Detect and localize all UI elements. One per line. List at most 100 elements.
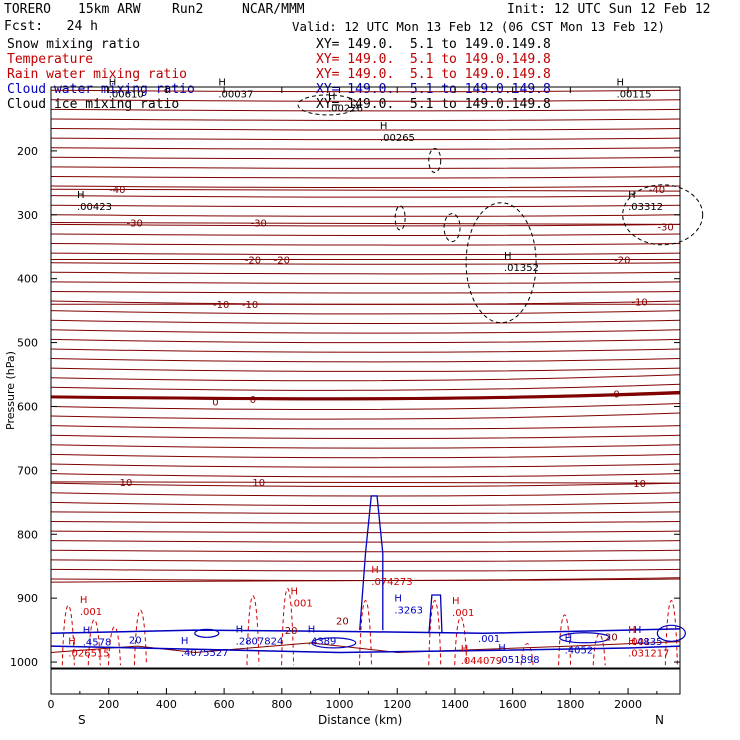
cloud-water-max-symbol: H <box>394 594 402 605</box>
cloud-water-max-value: .4835 <box>634 637 663 648</box>
x-tick-label: 1600 <box>499 698 527 711</box>
rain-max-symbol: H <box>628 636 636 647</box>
isotherm-label: -10 <box>242 300 258 311</box>
ice-max-symbol: H <box>380 121 388 132</box>
temperature-contour-line <box>50 195 681 198</box>
y-tick-label: 300 <box>17 209 38 222</box>
isotherm-10 <box>50 481 681 485</box>
field-label-cloud-water: Cloud water mixing ratio <box>7 82 195 97</box>
cloud-water-upper <box>50 628 681 635</box>
cloud-water-cell <box>656 624 686 642</box>
temperature-contour-line <box>50 233 681 236</box>
isotherm-label: -20 <box>614 256 630 267</box>
y-tick-label: 700 <box>17 464 38 477</box>
ice-max-symbol: H <box>628 190 636 201</box>
rain-max-value: .001 <box>290 599 312 610</box>
rain-max-symbol: H <box>628 625 636 636</box>
surface-contour <box>50 641 681 653</box>
cloud-water-contours <box>50 495 686 654</box>
temperature-contour-line <box>50 243 681 246</box>
y-tick-label: 1000 <box>10 656 38 669</box>
isotherm-label: 0 <box>212 397 218 408</box>
ice-max-symbol: H <box>109 77 117 88</box>
cloud-water-max-value: .2807824 <box>236 636 284 647</box>
ice-max-symbol: H <box>504 251 512 262</box>
temperature-contour-line <box>50 156 681 160</box>
contour-label: .001 <box>478 634 500 645</box>
ice-max-value: .00610 <box>109 89 144 100</box>
temperature-contour-line <box>50 290 681 294</box>
temperature-contour-line <box>50 223 681 227</box>
rain-contour <box>133 609 147 666</box>
isotherm-label: -10 <box>213 300 229 311</box>
rain-max-value: .001 <box>452 608 474 619</box>
rain-max-value: .001 <box>628 637 650 648</box>
temperature-contour-line <box>50 434 681 440</box>
y-axis-title: Pressure (hPa) <box>4 351 17 430</box>
isotherm--30 <box>50 221 681 225</box>
rain-contour <box>558 614 572 666</box>
temperature-contour-line <box>50 540 681 543</box>
temperature-contour-line <box>50 338 681 344</box>
isotherm-label: -30 <box>127 218 143 229</box>
isotherm-label: -30 <box>251 218 267 229</box>
temperature-contour-line <box>50 511 681 514</box>
x-tick-label: 0 <box>48 698 55 711</box>
run-name: Run2 <box>172 2 204 17</box>
field-xy-cloud-water: XY= 149.0. 5.1 to 149.0.149.8 <box>316 82 551 97</box>
contour-label: 20 <box>285 626 298 637</box>
rain-contour <box>359 600 372 666</box>
field-label-snow: Snow mixing ratio <box>7 37 141 52</box>
isotherm-label: 0 <box>613 390 619 401</box>
x-tick-label: 2000 <box>614 698 642 711</box>
temperature-contour-line <box>50 492 681 497</box>
x-tick-label: 1000 <box>326 698 354 711</box>
resolution: 15km ARW <box>78 2 141 17</box>
isotherm-20 <box>50 577 681 583</box>
y-tick-label: 900 <box>17 592 38 605</box>
cloud-water-max-symbol: H <box>236 624 244 635</box>
rain-max-value: .026515 <box>68 648 109 659</box>
ice-max-value: .00226 <box>328 103 363 114</box>
cloud-water-column <box>428 594 443 634</box>
cloud-water-cell <box>311 637 357 649</box>
field-label-rain: Rain water mixing ratio <box>7 67 188 82</box>
temperature-contour-line <box>50 128 681 131</box>
temperature-contour-line <box>50 99 681 102</box>
y-tick-label: 800 <box>17 528 38 541</box>
temperature-contour-line <box>50 453 681 459</box>
rain-max-symbol: H <box>371 565 379 576</box>
rain-contour <box>281 588 295 666</box>
x-axis-title: Distance (km) <box>318 713 403 727</box>
isotherm-label: -30 <box>657 222 673 233</box>
cloud-ice-contour <box>428 147 442 173</box>
temperature-contour-line <box>50 530 681 534</box>
cloud-water-max-symbol: H <box>83 626 91 637</box>
cloud-ice-contour <box>622 184 704 246</box>
ice-max-value: .03312 <box>628 202 663 213</box>
ice-max-value: .00037 <box>218 89 253 100</box>
temperature-contour-line <box>50 568 681 572</box>
temperature-contour-line <box>50 358 681 363</box>
temperature-contour-line <box>50 252 681 256</box>
cloud-ice-contour <box>465 202 537 324</box>
south-label: S <box>78 713 86 727</box>
temperature-contour-line <box>50 444 681 449</box>
ice-max-symbol: H <box>77 190 85 201</box>
temperature-contour-line <box>50 108 681 112</box>
temperature-contour-line <box>50 271 681 275</box>
ice-max-value: .00265 <box>380 133 415 144</box>
temperature-contour-line <box>50 310 681 315</box>
cloud-ice-contour <box>443 213 461 243</box>
cloud-ice-contour <box>394 205 406 231</box>
temperature-contour-line <box>50 383 681 391</box>
temperature-contour-line <box>50 367 681 373</box>
model-name: TORERO <box>4 2 51 17</box>
rain-max-value: .074273 <box>371 577 412 588</box>
rain-max-symbol: H <box>80 595 88 606</box>
cloud-water-max-value: .4075527 <box>181 648 229 659</box>
x-tick-label: 1400 <box>441 698 469 711</box>
temperature-contour-line <box>50 185 681 189</box>
y-tick-label: 600 <box>17 400 38 413</box>
